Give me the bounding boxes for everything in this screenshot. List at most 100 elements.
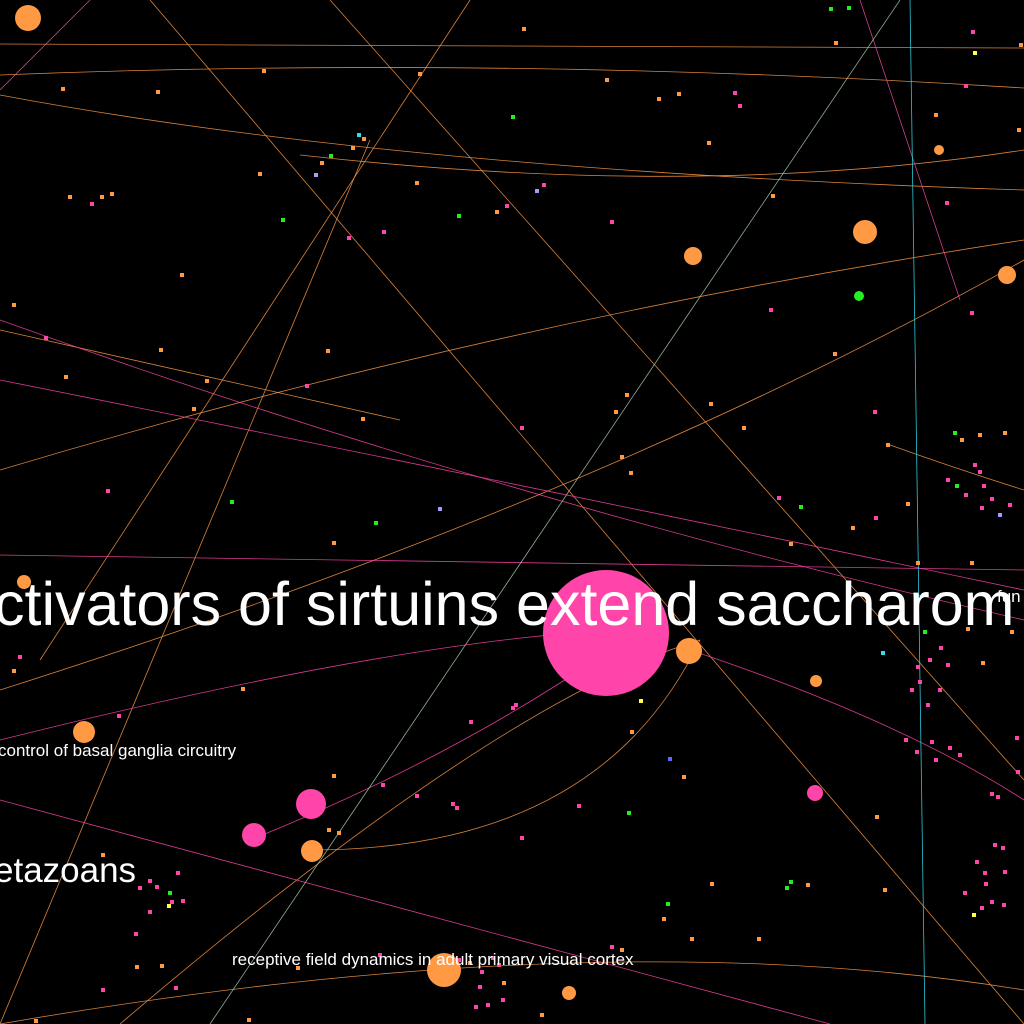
citation-node[interactable] [934, 758, 938, 762]
citation-node[interactable] [629, 471, 633, 475]
citation-node[interactable] [769, 308, 773, 312]
citation-node[interactable] [381, 783, 385, 787]
citation-node[interactable] [785, 886, 789, 890]
citation-node[interactable] [1003, 431, 1007, 435]
citation-node[interactable] [1001, 846, 1005, 850]
citation-node[interactable] [990, 792, 994, 796]
citation-node[interactable] [973, 463, 977, 467]
citation-node[interactable] [733, 91, 737, 95]
citation-node[interactable] [998, 266, 1016, 284]
citation-node[interactable] [662, 917, 666, 921]
citation-node[interactable] [110, 192, 114, 196]
citation-node[interactable] [738, 104, 742, 108]
citation-node[interactable] [946, 663, 950, 667]
citation-node[interactable] [923, 630, 927, 634]
citation-node[interactable] [993, 843, 997, 847]
citation-node[interactable] [946, 478, 950, 482]
citation-node[interactable] [971, 30, 975, 34]
citation-node[interactable] [807, 785, 823, 801]
citation-node[interactable] [833, 352, 837, 356]
citation-node[interactable] [690, 937, 694, 941]
citation-node[interactable] [668, 757, 672, 761]
citation-node[interactable] [174, 986, 178, 990]
citation-node[interactable] [789, 880, 793, 884]
citation-node[interactable] [543, 570, 669, 696]
citation-node[interactable] [101, 988, 105, 992]
citation-node[interactable] [806, 883, 810, 887]
citation-node[interactable] [332, 541, 336, 545]
citation-node[interactable] [520, 426, 524, 430]
citation-node[interactable] [963, 891, 967, 895]
citation-node[interactable] [320, 161, 324, 165]
citation-node[interactable] [810, 675, 822, 687]
citation-node[interactable] [159, 348, 163, 352]
citation-node[interactable] [916, 665, 920, 669]
citation-node[interactable] [230, 500, 234, 504]
citation-node[interactable] [382, 230, 386, 234]
citation-node[interactable] [906, 502, 910, 506]
citation-node[interactable] [455, 806, 459, 810]
citation-node[interactable] [247, 1018, 251, 1022]
citation-node[interactable] [12, 303, 16, 307]
citation-node[interactable] [1002, 903, 1006, 907]
citation-node[interactable] [918, 680, 922, 684]
citation-node[interactable] [1017, 128, 1021, 132]
citation-node[interactable] [522, 27, 526, 31]
citation-node[interactable] [677, 92, 681, 96]
citation-node[interactable] [502, 981, 506, 985]
citation-node[interactable] [241, 687, 245, 691]
citation-node[interactable] [854, 291, 864, 301]
citation-node[interactable] [980, 506, 984, 510]
citation-node[interactable] [562, 986, 576, 1000]
citation-node[interactable] [881, 651, 885, 655]
citation-node[interactable] [73, 721, 95, 743]
citation-node[interactable] [501, 998, 505, 1002]
citation-node[interactable] [258, 172, 262, 176]
citation-node[interactable] [610, 220, 614, 224]
citation-node[interactable] [620, 948, 624, 952]
citation-node[interactable] [955, 484, 959, 488]
citation-node[interactable] [167, 904, 171, 908]
citation-node[interactable] [480, 970, 484, 974]
citation-node[interactable] [742, 426, 746, 430]
citation-node[interactable] [337, 831, 341, 835]
citation-node[interactable] [514, 703, 518, 707]
citation-node[interactable] [910, 688, 914, 692]
citation-node[interactable] [296, 966, 300, 970]
citation-node[interactable] [12, 669, 16, 673]
citation-node[interactable] [374, 521, 378, 525]
citation-node[interactable] [960, 438, 964, 442]
citation-node[interactable] [915, 750, 919, 754]
citation-node[interactable] [180, 273, 184, 277]
citation-node[interactable] [847, 6, 851, 10]
citation-node[interactable] [296, 789, 326, 819]
citation-node[interactable] [1015, 736, 1019, 740]
citation-node[interactable] [474, 1005, 478, 1009]
citation-node[interactable] [329, 154, 333, 158]
citation-node[interactable] [262, 69, 266, 73]
citation-node[interactable] [709, 402, 713, 406]
citation-node[interactable] [710, 882, 714, 886]
citation-node[interactable] [148, 910, 152, 914]
citation-node[interactable] [853, 220, 877, 244]
citation-node[interactable] [314, 173, 318, 177]
citation-node[interactable] [15, 5, 41, 31]
citation-node[interactable] [757, 937, 761, 941]
citation-node[interactable] [799, 505, 803, 509]
citation-node[interactable] [934, 145, 944, 155]
citation-node[interactable] [134, 932, 138, 936]
citation-node[interactable] [138, 886, 142, 890]
citation-node[interactable] [1003, 870, 1007, 874]
citation-node[interactable] [478, 985, 482, 989]
citation-node[interactable] [148, 879, 152, 883]
citation-node[interactable] [970, 561, 974, 565]
citation-node[interactable] [418, 72, 422, 76]
citation-node[interactable] [851, 526, 855, 530]
citation-node[interactable] [361, 417, 365, 421]
citation-node[interactable] [964, 84, 968, 88]
citation-node[interactable] [242, 823, 266, 847]
citation-node[interactable] [657, 97, 661, 101]
citation-node[interactable] [135, 965, 139, 969]
citation-node[interactable] [61, 87, 65, 91]
citation-node[interactable] [983, 871, 987, 875]
